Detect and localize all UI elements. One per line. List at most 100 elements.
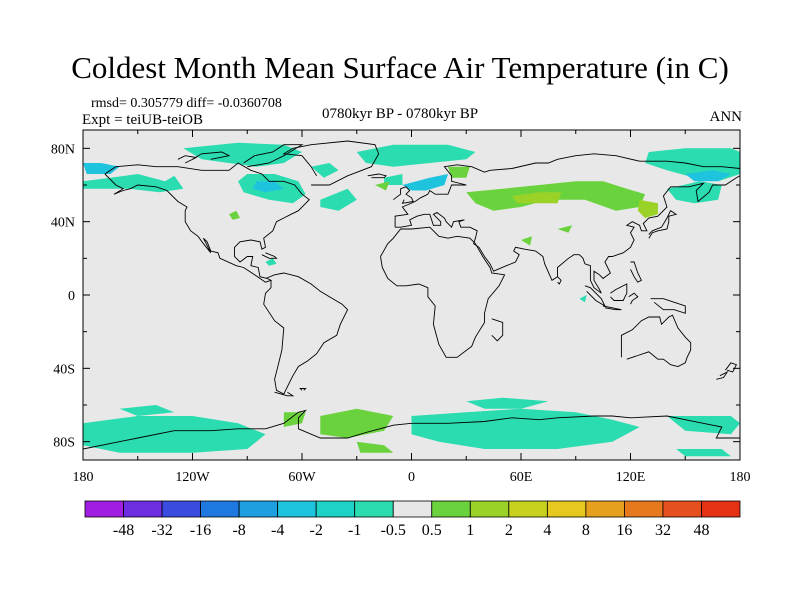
coastline <box>557 276 562 285</box>
colorbar-swatch <box>238 500 279 518</box>
anomaly-region <box>356 144 476 167</box>
colorbar-swatch <box>354 500 394 518</box>
lon-tick-label: 0 <box>408 470 415 485</box>
anomaly-region <box>667 416 740 435</box>
coastline <box>620 314 692 367</box>
anomaly-region <box>402 174 448 191</box>
colorbar-label: 16 <box>616 522 632 539</box>
anomaly-region <box>676 449 731 457</box>
lon-tick-label: 120W <box>175 470 210 485</box>
lat-tick-label: 80S <box>53 436 75 451</box>
anomaly-region <box>252 181 284 193</box>
coastline-layer <box>83 140 740 450</box>
coastline <box>380 226 506 358</box>
anomaly-region <box>557 225 573 233</box>
colorbar-label: -2 <box>310 522 323 539</box>
lat-tick-label: 0 <box>68 289 75 304</box>
coastline <box>177 155 198 164</box>
anomaly-region <box>119 405 175 416</box>
colorbar-label: -16 <box>190 522 211 539</box>
anomaly-region <box>356 441 394 453</box>
coastline <box>104 162 310 283</box>
anomaly-region <box>411 408 640 449</box>
colorbar-swatch <box>392 500 433 518</box>
diff-value: diff= -0.0360708 <box>186 96 282 111</box>
coastline <box>394 153 740 228</box>
colorbar-swatch <box>123 500 163 518</box>
colorbar-swatch <box>508 500 548 518</box>
coastline <box>725 362 738 373</box>
coastline <box>192 151 231 160</box>
colorbar-label: -48 <box>113 522 134 539</box>
colorbar-label: 2 <box>505 522 513 539</box>
coastline <box>650 298 686 314</box>
anomaly-region <box>375 181 390 191</box>
colorbar-label: -1 <box>348 522 361 539</box>
colorbar-label: 0.5 <box>422 522 442 539</box>
anomaly-region <box>685 170 731 182</box>
coastline <box>261 252 278 259</box>
anomaly-region <box>511 192 562 204</box>
lon-tick-label: 120E <box>616 470 646 485</box>
anomaly-region <box>265 258 277 266</box>
anomaly-region <box>229 210 240 220</box>
anomaly-region <box>83 416 266 453</box>
colorbar-swatch <box>469 500 510 518</box>
period-label: 0780kyr BP - 0780kyr BP <box>322 106 479 122</box>
colorbar-label: -0.5 <box>381 522 406 539</box>
rmsd-value: rmsd= 0.305779 <box>91 96 183 111</box>
anomaly-region <box>320 188 357 211</box>
anomaly-region <box>83 163 120 174</box>
experiment-label: Expt = teiUB-teiOB <box>82 112 203 128</box>
colorbar-label: 48 <box>693 522 709 539</box>
lon-tick-label: 180 <box>73 470 94 485</box>
colorbar-label: -8 <box>232 522 245 539</box>
lon-tick-label: 60W <box>288 470 316 485</box>
colorbar-label: 4 <box>543 522 551 539</box>
coastline <box>716 370 729 380</box>
colorbar-label: -32 <box>151 522 172 539</box>
coastline <box>648 210 678 239</box>
coastline <box>243 144 304 168</box>
plot-title: Coldest Month Mean Surface Air Temperatu… <box>71 50 729 85</box>
colorbar-label: 32 <box>655 522 671 539</box>
colorbar-swatch <box>546 500 587 518</box>
anomaly-region <box>466 397 549 409</box>
coastline <box>83 409 740 450</box>
lon-tick-label: 60E <box>510 470 533 485</box>
anomaly-region <box>320 408 394 438</box>
colorbar-label: 8 <box>582 522 590 539</box>
coastline <box>491 318 504 342</box>
coastline <box>274 391 295 397</box>
anomaly-region <box>183 142 302 167</box>
colorbar-swatch <box>277 500 317 518</box>
coastline <box>603 305 622 311</box>
coastline <box>263 272 349 395</box>
coastline <box>393 186 414 204</box>
coastline <box>584 285 606 308</box>
anomaly-region <box>637 199 658 218</box>
lat-tick-label: 40S <box>53 362 75 377</box>
colorbar-swatch <box>701 500 741 518</box>
coastline <box>367 173 387 179</box>
colorbar-swatch <box>315 500 356 518</box>
anomaly-region <box>311 163 339 178</box>
coastline <box>282 140 380 186</box>
coastline <box>395 175 740 294</box>
colorbar-swatch <box>431 500 471 518</box>
coastline <box>630 261 642 283</box>
rmsd-stat: rmsd= 0.305779 diff= -0.0360708 <box>91 96 282 112</box>
map-ocean-background <box>83 130 740 460</box>
lat-tick-label: 80N <box>51 142 75 157</box>
coastline <box>299 388 307 391</box>
colorbar-swatch <box>200 500 240 518</box>
colorbar-label: 1 <box>466 522 474 539</box>
coastline <box>610 283 628 301</box>
anomaly-region <box>521 236 532 246</box>
colorbar-swatch <box>84 500 124 518</box>
axis-ticks: 180 120W 60W 0 60E 120E 180 80N 40N 0 40S 80S <box>51 130 751 485</box>
lon-tick-label: 180 <box>730 470 751 485</box>
lat-tick-label: 40N <box>51 216 75 231</box>
colorbar-swatch <box>585 500 625 518</box>
